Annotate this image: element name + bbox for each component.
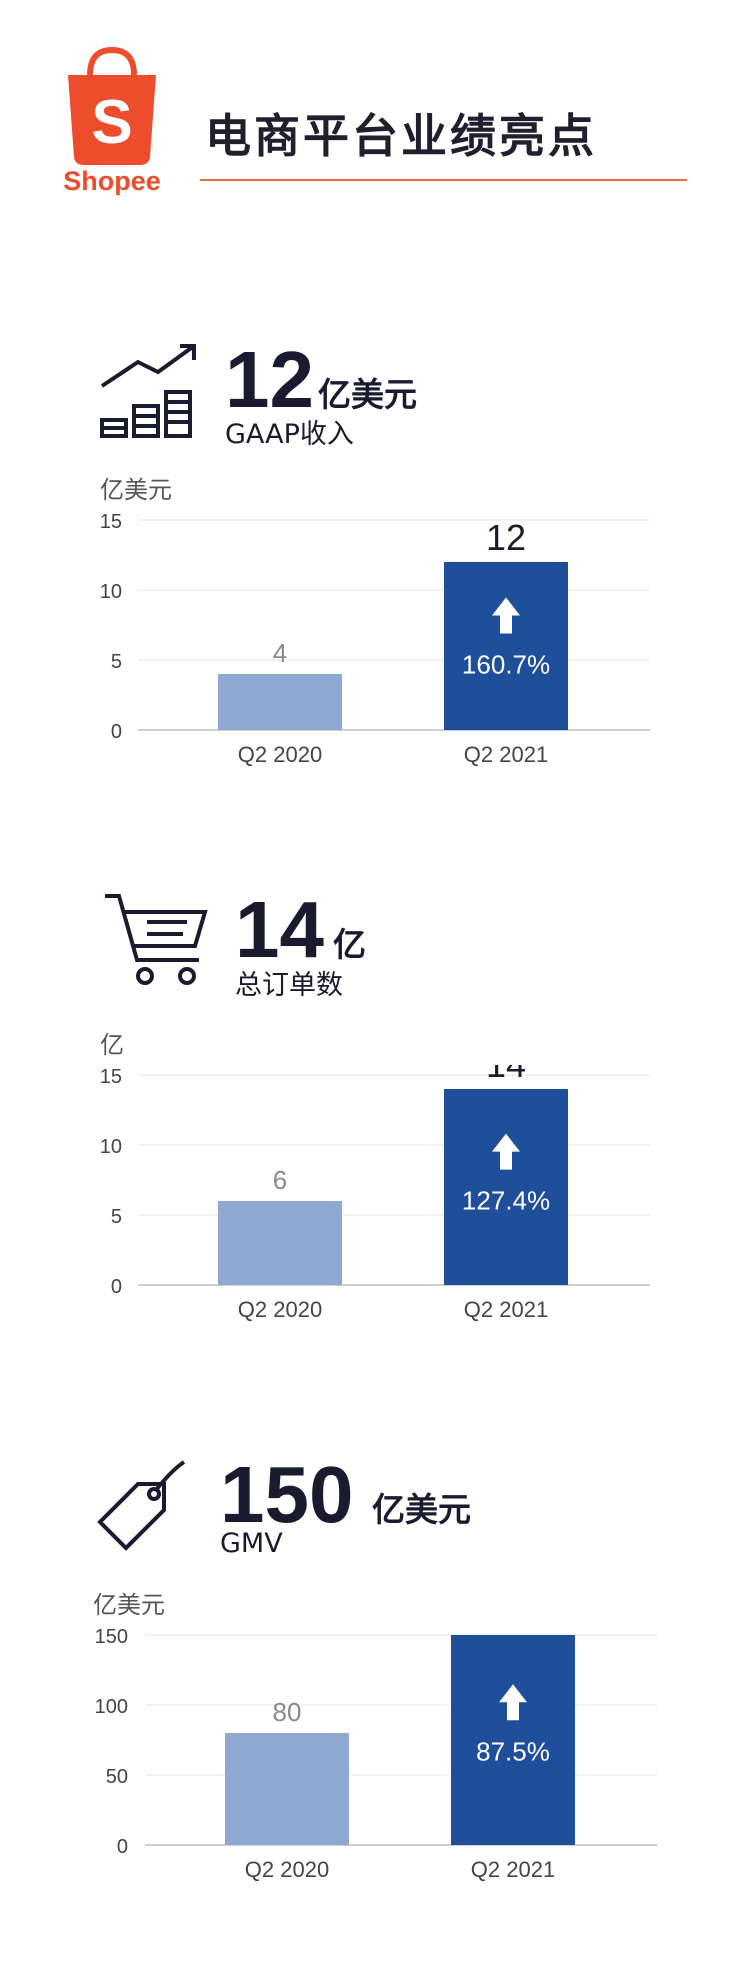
axis-unit: 亿: [100, 1031, 124, 1059]
x-tick-label: Q2 2021: [464, 1297, 548, 1322]
data-label: 4: [273, 638, 287, 668]
up-arrow-icon: [492, 597, 520, 634]
y-tick-label: 0: [117, 1836, 128, 1858]
y-tick-label: 150: [95, 1626, 128, 1648]
growth-chart-icon: [98, 340, 208, 445]
shopping-cart-icon: [103, 890, 213, 995]
bar-q2-2021: [444, 1089, 568, 1285]
y-tick-label: 15: [100, 1066, 122, 1088]
up-arrow-icon: [499, 1684, 527, 1721]
y-tick-label: 10: [100, 581, 122, 603]
metric-label: GAAP收入: [225, 419, 354, 450]
x-tick-label: Q2 2020: [238, 742, 322, 767]
x-tick-label: Q2 2020: [238, 1297, 322, 1322]
x-tick-label: Q2 2021: [464, 742, 548, 767]
metric-label: GMV: [220, 1528, 283, 1559]
y-tick-label: 0: [111, 1276, 122, 1298]
data-label: 12: [486, 517, 526, 558]
logo-letter: S: [91, 88, 132, 157]
bar-q2-2020: [218, 1201, 342, 1285]
up-arrow-icon: [492, 1133, 520, 1170]
big-value: 12: [225, 335, 314, 424]
y-tick-label: 50: [106, 1766, 128, 1788]
chart-total-orders: 0 5 10 15 6 Q2 2020 14 Q2 2021 127.4%: [100, 1065, 650, 1322]
data-label: 150: [483, 1625, 543, 1631]
bar-q2-2020: [225, 1733, 349, 1845]
section-gmv: 150 亿美元 GMV 亿美元 0 50 100 150 80 Q2 2020 150 Q2 …: [0, 1440, 750, 1940]
chart-gaap-revenue: 0 5 10 15 4 Q2 2020 12 Q2 2021 160.7%: [100, 511, 650, 767]
x-tick-label: Q2 2021: [471, 1857, 555, 1882]
logo-wordmark: Shopee: [63, 166, 161, 195]
big-unit: 亿美元: [372, 1490, 471, 1529]
growth-label: 87.5%: [476, 1736, 550, 1766]
chart-gmv: 0 50 100 150 80 Q2 2020 150 Q2 2021 87.5%: [95, 1625, 657, 1882]
price-tag-icon: [92, 1460, 192, 1565]
data-label: 6: [273, 1165, 287, 1195]
bar-q2-2021: [444, 562, 568, 730]
y-tick-label: 5: [111, 1206, 122, 1228]
bar-q2-2021: [451, 1635, 575, 1845]
growth-label: 160.7%: [462, 649, 550, 679]
bar-q2-2020: [218, 674, 342, 730]
y-tick-label: 15: [100, 511, 122, 533]
axis-unit: 亿美元: [93, 1591, 165, 1619]
big-value: 150: [220, 1450, 354, 1539]
page-title: 电商平台业绩亮点: [205, 109, 597, 163]
y-tick-label: 5: [111, 651, 122, 673]
big-unit: 亿美元: [318, 375, 417, 414]
x-tick-label: Q2 2020: [245, 1857, 329, 1882]
y-tick-label: 10: [100, 1136, 122, 1158]
growth-label: 127.4%: [462, 1186, 550, 1216]
axis-unit: 亿美元: [100, 476, 172, 504]
shopee-logo: S Shopee: [60, 45, 170, 196]
big-value: 14: [235, 885, 324, 974]
data-label: 80: [273, 1697, 302, 1727]
section-total-orders: 14 亿 总订单数 亿 0 5 10 15 6 Q2 2020 14 Q2 2021 127.4…: [0, 885, 750, 1355]
data-label: 14: [486, 1065, 526, 1085]
y-tick-label: 100: [95, 1696, 128, 1718]
section-gaap-revenue: 12 亿美元 GAAP收入 亿美元 0 5 10 15 4 Q2 2020 12 Q2 202…: [0, 330, 750, 800]
y-tick-label: 0: [111, 721, 122, 743]
title-divider: [200, 179, 687, 181]
big-unit: 亿: [333, 925, 366, 964]
metric-label: 总订单数: [235, 970, 343, 1001]
